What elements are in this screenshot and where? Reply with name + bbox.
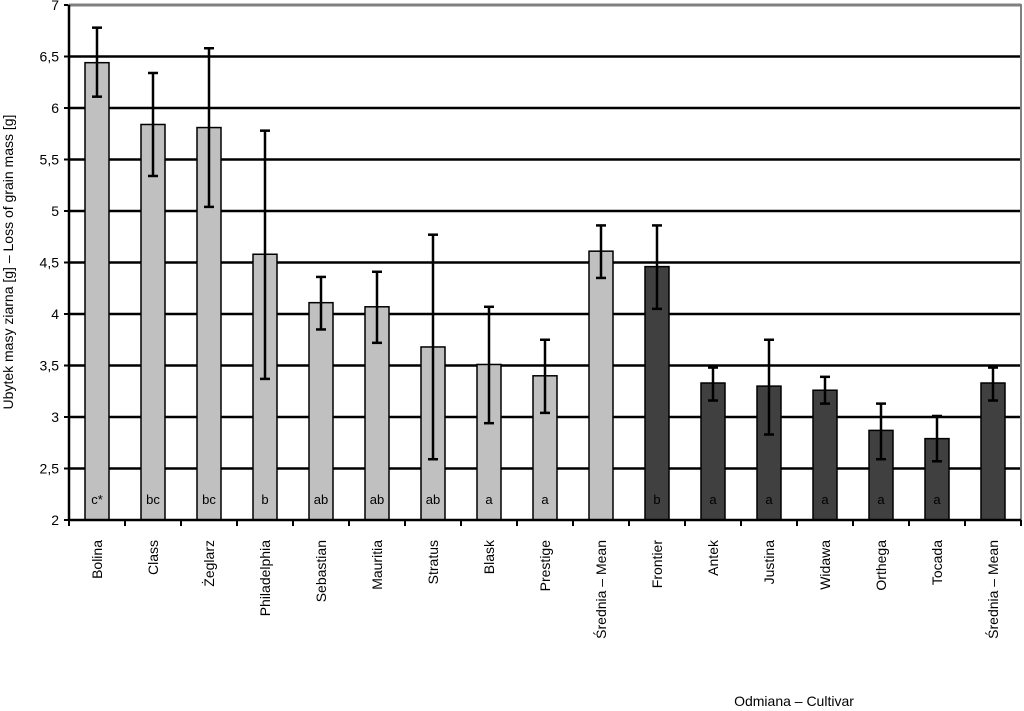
x-category-label: Tocada xyxy=(929,540,945,585)
bar xyxy=(140,123,166,521)
bar xyxy=(308,301,334,521)
bar-significance-label: bc xyxy=(146,492,160,507)
y-tick-label: 4 xyxy=(51,306,59,322)
x-category-label: Stratus xyxy=(425,540,441,584)
bar-significance-label: ab xyxy=(314,492,328,507)
x-category-label: Sebastian xyxy=(313,540,329,602)
bar-significance-label: a xyxy=(541,492,549,507)
bar-significance-label: a xyxy=(485,492,493,507)
x-category-label: Antek xyxy=(705,539,721,576)
y-tick-label: 5,5 xyxy=(40,152,60,168)
bar xyxy=(84,61,110,521)
y-tick-label: 3,5 xyxy=(40,358,60,374)
bar-significance-label: a xyxy=(765,492,773,507)
x-category-label: Justina xyxy=(761,540,777,585)
bar-significance-label: ab xyxy=(426,492,440,507)
bar-significance-label: c* xyxy=(91,492,103,507)
y-tick-label: 3 xyxy=(51,409,59,425)
axes xyxy=(67,4,1022,526)
error-bars xyxy=(92,26,998,463)
x-category-label: Philadelphia xyxy=(257,540,273,616)
bars xyxy=(84,61,1006,521)
x-category-label: Orthega xyxy=(873,540,889,591)
bar-significance-label: a xyxy=(933,492,941,507)
y-tick-label: 6,5 xyxy=(40,49,60,65)
x-category-label: Class xyxy=(145,540,161,575)
x-category-label: Średnia – Mean xyxy=(592,540,609,639)
y-tick-label: 2,5 xyxy=(40,461,60,477)
bar-significance-label: a xyxy=(821,492,829,507)
y-tick-label: 4,5 xyxy=(40,255,60,271)
bar-significance-label: b xyxy=(261,492,268,507)
y-axis-ticks: 2 2,5 3 3,5 4 4,5 5 5,5 6 6,5 7 xyxy=(40,0,69,528)
x-category-label: Mauritia xyxy=(369,540,385,590)
bar xyxy=(588,250,614,521)
y-tick-label: 6 xyxy=(51,100,59,116)
x-category-label: Bolina xyxy=(89,540,105,579)
bar-significance-label: a xyxy=(877,492,885,507)
y-tick-label: 5 xyxy=(51,203,59,219)
y-tick-label: 2 xyxy=(51,512,59,528)
y-axis-title: Ubytek masy ziarna [g] – Loss of grain m… xyxy=(0,115,16,410)
x-axis-categories: Bolina Class Żeglarz Philadelphia Sebastian M… xyxy=(89,539,1001,639)
x-category-label: Prestige xyxy=(537,540,553,592)
x-axis-title: Odmiana – Cultivar xyxy=(734,693,854,709)
bar-significance-label: bc xyxy=(202,492,216,507)
x-category-label: Widawa xyxy=(817,540,833,590)
x-category-label: Średnia – Mean xyxy=(984,540,1001,639)
x-category-label: Żeglarz xyxy=(200,540,217,587)
bar-significance-label: b xyxy=(653,492,660,507)
y-tick-label: 7 xyxy=(51,0,59,13)
bar-labels: c* bc bc b ab ab ab a a b a a a a a xyxy=(91,492,941,507)
bar-significance-label: a xyxy=(709,492,717,507)
x-category-label: Blask xyxy=(481,539,497,574)
x-category-label: Frontier xyxy=(649,540,665,589)
bar-significance-label: ab xyxy=(370,492,384,507)
bar xyxy=(980,382,1006,521)
